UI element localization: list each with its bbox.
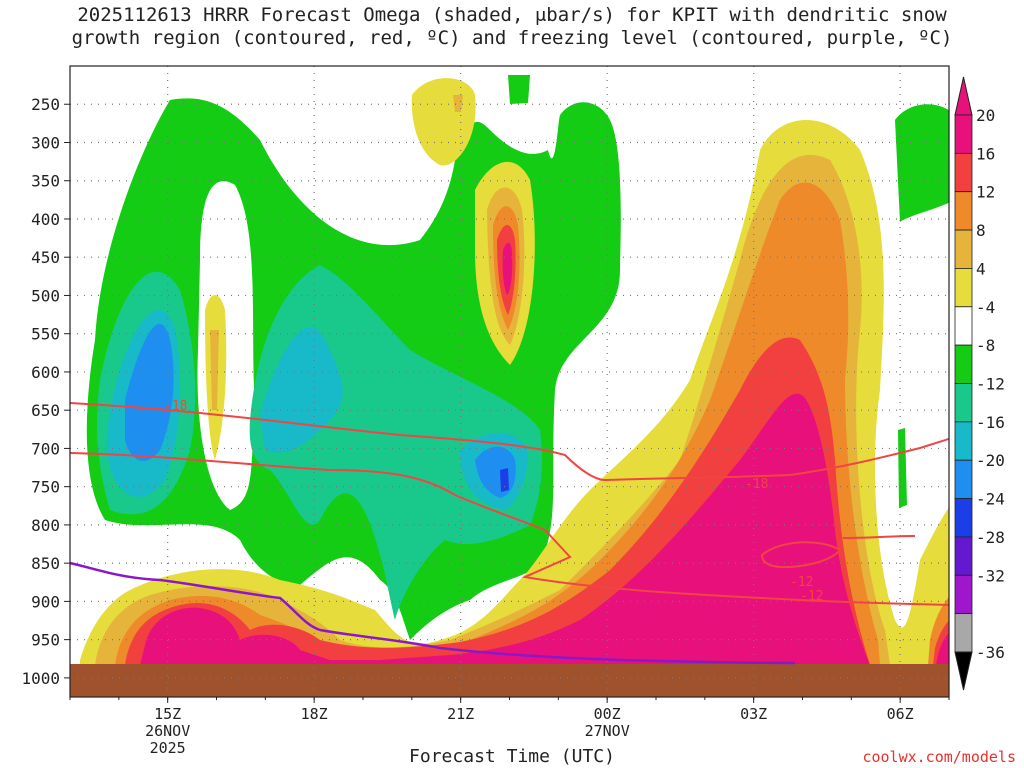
y-tick-label: 300 (31, 133, 60, 152)
omega-region-neg16 (125, 323, 174, 461)
colorbar-bottom-arrow (954, 651, 973, 691)
dgz-contour-right (842, 535, 916, 539)
x-tick-label: 15Z (154, 705, 181, 723)
freezing-level-contour (69, 561, 796, 665)
x-axis-title: Forecast Time (UTC) (409, 746, 615, 767)
colorbar-label: -4 (976, 298, 995, 317)
y-tick-label: 250 (31, 95, 60, 114)
dgz-label-3: -12 (790, 575, 813, 590)
colorbar-segment (954, 498, 973, 538)
colorbar-segment (954, 383, 973, 423)
grid (70, 66, 949, 697)
colorbar-label: -8 (976, 336, 995, 355)
title-line-2: growth region (contoured, red, ºC) and f… (71, 27, 953, 49)
title-line-1: 2025112613 HRRR Forecast Omega (shaded, … (77, 4, 947, 26)
colorbar-segment (954, 613, 973, 653)
colorbar-label: -36 (976, 643, 1005, 662)
dgz-label-2: -18 (745, 477, 768, 492)
colorbar-label: -12 (976, 375, 1005, 394)
x-tick-label: 18Z (301, 705, 328, 723)
dgz-contour-minus18 (70, 402, 949, 482)
colorbar: 20 16 12 8 4 -4 -8 -12 -16 -20 -24 -28 -32 -36 (954, 76, 1005, 691)
x-tick-label: 21Z (447, 705, 474, 723)
y-tick-label: 700 (31, 439, 60, 458)
colorbar-label: -16 (976, 413, 1005, 432)
colorbar-label: 20 (976, 106, 995, 125)
y-tick-label: 950 (31, 631, 60, 650)
y-axis: 250 300 350 400 450 500 550 600 650 700 750 800 850 9… (21, 95, 70, 688)
y-tick-label: 650 (31, 401, 60, 420)
colorbar-label: 8 (976, 221, 986, 240)
colorbar-segment (954, 459, 973, 499)
colorbar-label: 12 (976, 183, 995, 202)
colorbar-segment (954, 152, 973, 193)
colorbar-segment (954, 421, 973, 461)
omega-region-pos8-small2 (453, 95, 463, 112)
y-tick-label: 850 (31, 554, 60, 573)
y-tick-label: 800 (31, 516, 60, 535)
dgz-contours (70, 402, 949, 606)
omega-region-pos8-small (210, 330, 219, 410)
dgz-labels: -18 -18 -12 -12 (164, 399, 823, 604)
dgz-contour-minus12-loop (760, 541, 842, 569)
y-tick-label: 1000 (21, 669, 60, 688)
y-tick-label: 750 (31, 478, 60, 497)
dgz-label-4: -12 (800, 589, 823, 604)
colorbar-segment (954, 536, 973, 576)
dgz-contour-minus12 (70, 452, 949, 606)
colorbar-label: -20 (976, 451, 1005, 470)
colorbar-segment (954, 229, 973, 269)
x-tick-label: 00Z (594, 705, 621, 723)
y-tick-label: 500 (31, 286, 60, 305)
x-tick-label: 06Z (887, 705, 914, 723)
y-tick-label: 350 (31, 172, 60, 191)
ground-band (70, 664, 949, 697)
dgz-label-1: -18 (164, 399, 187, 414)
y-tick-label: 900 (31, 592, 60, 611)
x-tick-date: 27NOV (585, 722, 630, 740)
y-tick-label: 400 (31, 210, 60, 229)
omega-region-neg4b (508, 75, 530, 104)
omega-region-neg20 (500, 468, 509, 492)
x-tick-label: 03Z (740, 705, 767, 723)
colorbar-segment (954, 306, 973, 346)
credit-link[interactable]: coolwx.com/models (862, 748, 1016, 766)
y-tick-label: 550 (31, 325, 60, 344)
colorbar-segment (954, 191, 973, 231)
omega-region-pos20-mid (502, 242, 513, 295)
omega-shading (80, 75, 949, 665)
omega-region-neg4d (898, 428, 907, 508)
chart-title: 2025112613 HRRR Forecast Omega (shaded, … (0, 4, 1024, 50)
colorbar-label: -24 (976, 490, 1005, 509)
y-tick-label: 600 (31, 363, 60, 382)
colorbar-segment (954, 574, 973, 615)
colorbar-label: 4 (976, 259, 986, 278)
y-tick-label: 450 (31, 248, 60, 267)
colorbar-label: 16 (976, 144, 995, 163)
colorbar-label: -32 (976, 566, 1005, 585)
colorbar-segment (954, 268, 973, 308)
colorbar-top-arrow (954, 76, 973, 116)
x-tick-date: 26NOV (145, 722, 190, 740)
colorbar-segment (954, 344, 973, 384)
x-tick-year: 2025 (150, 739, 186, 757)
omega-region-pos20-r (936, 632, 949, 665)
colorbar-label: -28 (976, 528, 1005, 547)
omega-region-neg4c (895, 104, 949, 222)
omega-region-pos20 (140, 393, 870, 665)
colorbar-segment (954, 114, 973, 154)
